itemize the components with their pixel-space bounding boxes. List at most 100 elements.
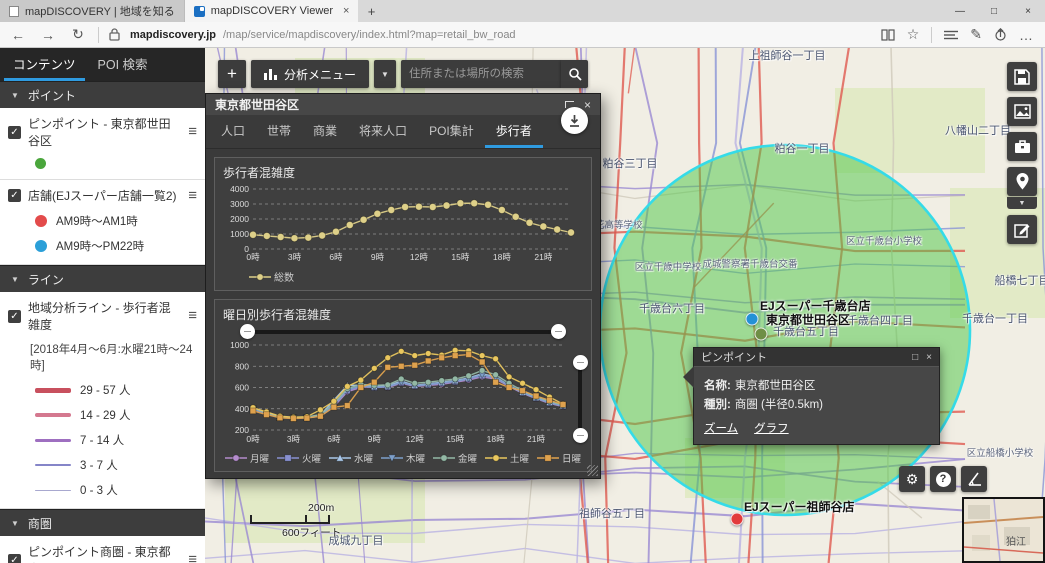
url-field[interactable]: mapdiscovery.jp/map/service/mapdiscovery… — [130, 29, 871, 41]
overview-inset-map[interactable]: 狛江 — [962, 497, 1045, 563]
y-range-slider[interactable] — [578, 362, 582, 436]
share-icon[interactable] — [994, 28, 1007, 41]
legend-item-土曜[interactable]: 土曜 — [485, 451, 529, 465]
tab-contents[interactable]: コンテンツ — [4, 48, 85, 81]
y-range-handle-bottom[interactable] — [573, 428, 588, 443]
url-domain: mapdiscovery.jp — [130, 29, 216, 41]
map-marker[interactable] — [746, 313, 759, 326]
x-range-handle-right[interactable] — [551, 324, 566, 339]
weekday-chart-box: 曜日別歩行者混雑度 20040060080010000時3時6時9時12時15時… — [214, 299, 592, 472]
search-button[interactable] — [561, 60, 588, 88]
checkbox-checked[interactable]: ✓ — [8, 126, 21, 139]
favorites-star-icon[interactable]: ☆ — [907, 26, 920, 43]
legend-item-総数[interactable]: 総数 — [249, 269, 294, 284]
line-legend-item: 14 - 29 人 — [35, 407, 197, 423]
layer-menu-icon[interactable]: ≡ — [188, 311, 197, 321]
tab-label: mapDISCOVERY Viewer — [211, 5, 333, 17]
panel-tab-POI集計[interactable]: POI集計 — [418, 115, 485, 148]
svg-text:2000: 2000 — [230, 214, 249, 224]
section-lines[interactable]: ▼ ライン — [0, 265, 205, 292]
panel-tab-世帯[interactable]: 世帯 — [256, 115, 302, 148]
window-minimize-button[interactable]: — — [943, 0, 977, 22]
reading-list-icon[interactable] — [881, 29, 895, 41]
panel-tab-商業[interactable]: 商業 — [302, 115, 348, 148]
menu-dropdown-button[interactable]: ▼ — [374, 60, 396, 88]
tab-close-icon[interactable]: × — [343, 5, 349, 17]
layer-menu-icon[interactable]: ≡ — [188, 555, 197, 563]
image-export-button[interactable] — [1007, 97, 1037, 126]
help-button[interactable]: ? — [930, 466, 956, 492]
briefcase-button[interactable] — [1007, 132, 1037, 161]
browser-tab-1[interactable]: mapDISCOVERY | 地域を知る — [0, 0, 185, 22]
legend-item-金曜[interactable]: 金曜 — [433, 451, 477, 465]
edit-button[interactable] — [1007, 215, 1037, 244]
legend-item-水曜[interactable]: 水曜 — [329, 451, 373, 465]
store-layer-label: 店舗(EJスーパー店舗一覧2) — [28, 187, 177, 204]
popup-header[interactable]: ピンポイント □ × — [694, 348, 939, 367]
more-icon[interactable]: … — [1019, 27, 1033, 43]
panel-tab-将来人口[interactable]: 将来人口 — [348, 115, 418, 148]
download-button[interactable] — [561, 107, 588, 134]
pin-tool-dropdown[interactable]: ▼ — [1007, 197, 1037, 209]
svg-text:12時: 12時 — [410, 252, 428, 262]
panel-title: 東京都世田谷区 — [215, 96, 299, 113]
popup-close-icon[interactable]: × — [926, 352, 932, 363]
refresh-icon[interactable]: ↻ — [68, 26, 88, 43]
forward-icon[interactable]: → — [38, 27, 58, 43]
line-legend-label: 14 - 29 人 — [80, 407, 131, 423]
checkbox-checked[interactable]: ✓ — [8, 310, 21, 323]
map-marker[interactable] — [755, 328, 768, 341]
back-icon[interactable]: ← — [8, 27, 28, 43]
tab-poi-search[interactable]: POI 検索 — [89, 48, 157, 81]
x-range-handle-left[interactable] — [240, 324, 255, 339]
measure-button[interactable] — [961, 466, 987, 492]
panel-resize-grip[interactable] — [587, 465, 598, 476]
svg-text:12時: 12時 — [406, 434, 424, 444]
panel-tab-人口[interactable]: 人口 — [210, 115, 256, 148]
section-trade-area[interactable]: ▼ 商圏 — [0, 509, 205, 536]
legend-item-日曜[interactable]: 日曜 — [537, 451, 581, 465]
map-place-label: 成城警察署千歳台交番 — [702, 256, 797, 270]
analysis-menu-button[interactable]: 分析メニュー — [251, 60, 369, 88]
new-tab-button[interactable]: + — [358, 0, 384, 22]
save-button[interactable] — [1007, 62, 1037, 91]
svg-text:1000: 1000 — [230, 340, 249, 350]
window-maximize-button[interactable]: □ — [977, 0, 1011, 22]
svg-text:15時: 15時 — [446, 434, 464, 444]
layer-menu-icon[interactable]: ≡ — [188, 191, 197, 201]
zoom-in-button[interactable]: + — [218, 60, 246, 88]
svg-text:18時: 18時 — [493, 252, 511, 262]
svg-text:6時: 6時 — [329, 252, 343, 262]
hub-icon[interactable] — [944, 30, 958, 40]
panel-header[interactable]: 東京都世田谷区 × — [206, 94, 600, 115]
panel-tab-歩行者[interactable]: 歩行者 — [485, 115, 543, 148]
pin-tool-button[interactable] — [1007, 167, 1037, 196]
map-place-label: 粕谷一丁目 — [775, 140, 830, 156]
line-legend-item: 3 - 7 人 — [35, 457, 197, 473]
y-range-handle-top[interactable] — [573, 355, 588, 370]
annotate-pen-icon[interactable]: ✎ — [970, 26, 982, 43]
svg-text:9時: 9時 — [371, 252, 385, 262]
browser-tab-2[interactable]: mapDISCOVERY Viewer × — [185, 0, 359, 22]
legend-item-木曜[interactable]: 木曜 — [381, 451, 425, 465]
checkbox-checked[interactable]: ✓ — [8, 189, 21, 202]
store-legend-item: AM9時～PM22時 — [35, 238, 197, 254]
line-legend-label: 0 - 3 人 — [80, 482, 118, 498]
popup-name-row: 名称:東京都世田谷区 — [704, 377, 929, 393]
popup-graph-link[interactable]: グラフ — [754, 420, 789, 436]
map-marker[interactable] — [731, 513, 744, 526]
section-points[interactable]: ▼ ポイント — [0, 81, 205, 108]
lock-icon — [109, 28, 120, 41]
legend-item-月曜[interactable]: 月曜 — [225, 451, 269, 465]
window-close-button[interactable]: × — [1011, 0, 1045, 22]
settings-button[interactable]: ⚙ — [899, 466, 925, 492]
address-search-input[interactable] — [401, 60, 561, 88]
popup-maximize-icon[interactable]: □ — [912, 352, 918, 363]
layer-menu-icon[interactable]: ≡ — [188, 127, 197, 137]
panel-close-icon[interactable]: × — [584, 98, 591, 112]
svg-text:800: 800 — [235, 361, 249, 371]
x-range-slider[interactable] — [247, 330, 559, 334]
legend-item-火曜[interactable]: 火曜 — [277, 451, 321, 465]
checkbox-checked[interactable]: ✓ — [8, 554, 21, 563]
popup-zoom-link[interactable]: ズーム — [704, 420, 738, 436]
